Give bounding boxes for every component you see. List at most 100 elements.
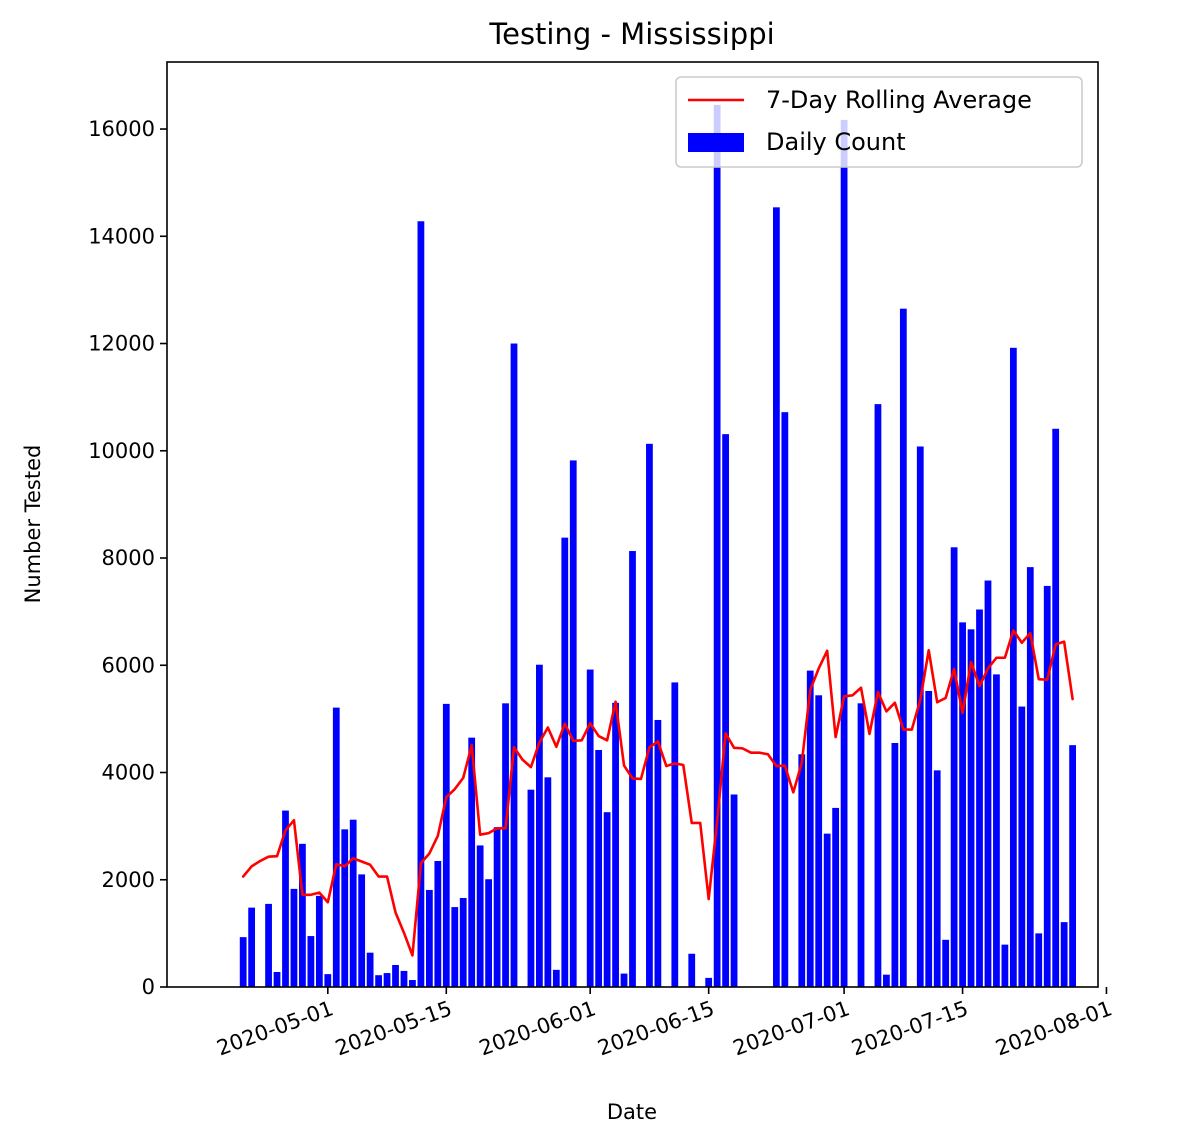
daily-count-bars [239,104,1076,988]
bar [552,969,560,987]
legend-label-daily-count: Daily Count [766,128,906,156]
bar [713,104,721,987]
chart-title: Testing - Mississippi [488,17,774,51]
bar [493,827,501,987]
bar [417,221,425,987]
bar [434,860,442,987]
bar [375,975,382,987]
bar [1043,585,1051,987]
bar [442,703,450,987]
bar [603,812,611,987]
bar [307,936,315,987]
bar [612,702,619,987]
bar [290,888,298,987]
bar [358,874,366,987]
bar [654,719,662,987]
bar [586,669,594,987]
bar [899,308,907,987]
bar [1060,922,1068,987]
bar [561,537,569,987]
bar [425,889,433,987]
bar [299,843,306,987]
bar [248,907,256,987]
y-tick-label: 8000 [102,546,155,570]
bar [916,446,924,988]
bar [476,845,484,987]
bar [273,971,281,987]
bar [781,412,789,987]
bar [1009,347,1017,987]
y-tick-label: 0 [142,975,155,999]
y-tick-label: 2000 [102,868,155,892]
x-axis-label: Date [607,1100,657,1124]
bar [265,903,272,987]
bar [950,547,958,987]
bar [1001,944,1009,987]
legend-label-rolling-average: 7-Day Rolling Average [766,86,1032,114]
y-tick-label: 10000 [88,439,155,463]
y-axis-label: Number Tested [21,445,45,604]
bar [967,629,975,987]
y-tick-label: 12000 [88,332,155,356]
bar [730,794,738,987]
bar [324,974,332,987]
bar [671,682,679,987]
bar [857,703,865,987]
bar [891,743,899,987]
y-tick-label: 4000 [102,761,155,785]
bar [823,833,831,987]
bar [536,664,543,987]
bar [798,754,806,987]
y-tick-label: 14000 [88,224,155,248]
bar [976,609,983,987]
bar [282,810,289,987]
bar [392,965,399,987]
legend-swatch-daily-count [688,133,744,152]
bar [1026,567,1034,987]
bar [544,777,552,987]
bar [383,973,391,987]
bar [1018,706,1026,987]
bar [815,695,823,987]
plot-frame [166,61,1099,988]
bar [332,707,340,987]
bar [993,674,1000,987]
bar [510,343,518,987]
legend-box [675,76,1083,168]
bar [840,119,848,987]
bar [832,807,840,987]
plot-area [166,61,1099,988]
legend: 7-Day Rolling Average Daily Count [675,76,1083,168]
bar [883,974,890,987]
bar [451,907,459,987]
bar [527,789,535,987]
bar [620,973,628,987]
bar [349,819,357,987]
bar [1069,745,1076,987]
bar [688,953,696,987]
bar [400,970,408,987]
bar [942,939,950,987]
bar [569,460,577,987]
bar [722,434,729,987]
bar [705,977,713,987]
bar [629,551,636,987]
bar [502,703,509,987]
bar [933,770,941,987]
bar [1035,933,1043,987]
bar [1052,428,1060,987]
bar [595,749,603,987]
bar [366,952,374,987]
bar [341,829,349,987]
y-axis: 0 2000 4000 6000 8000 10000 12000 14000 16000 [88,117,167,999]
bar [315,895,323,987]
rolling-average-line [241,629,1074,957]
bar [925,691,933,987]
bar [984,580,992,987]
bar [806,670,814,987]
y-tick-label: 16000 [88,117,155,141]
bar [485,879,492,987]
bar [468,737,476,987]
bar [409,980,416,987]
